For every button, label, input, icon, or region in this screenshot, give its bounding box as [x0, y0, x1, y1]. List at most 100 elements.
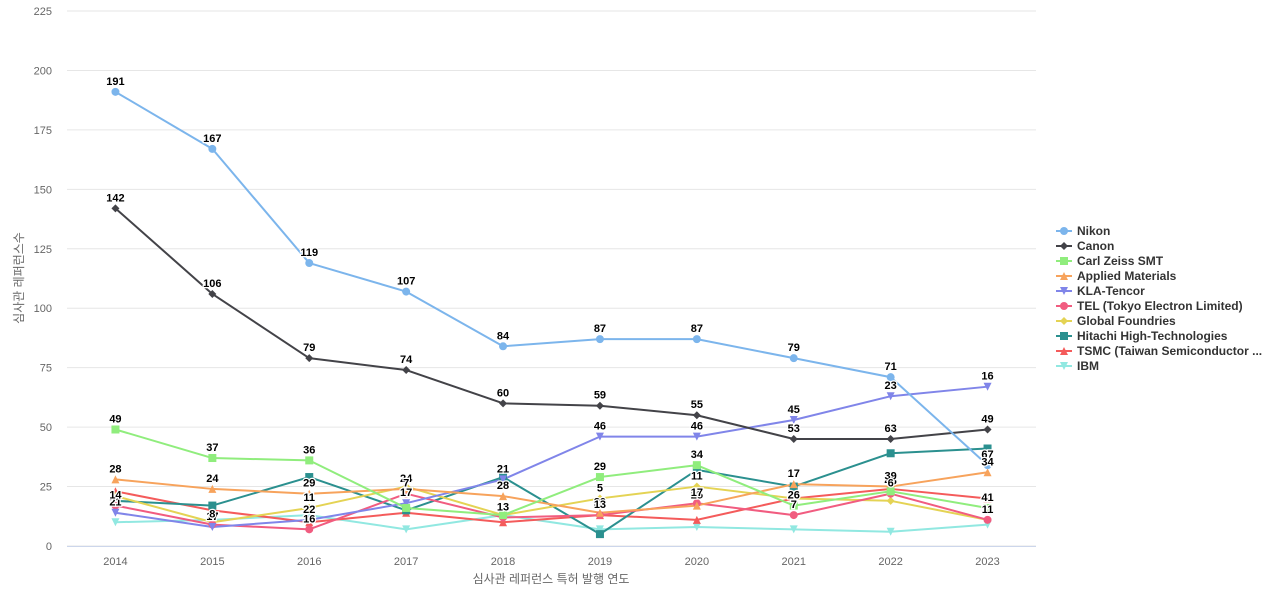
legend-item-canon[interactable]: Canon: [1056, 238, 1262, 253]
series-layer: [114, 90, 989, 536]
legend-item-kla-tencor[interactable]: KLA-Tencor: [1056, 283, 1262, 298]
data-label: 106: [203, 278, 221, 290]
point-applied-materials: [111, 475, 120, 484]
legend-label: Nikon: [1077, 223, 1111, 238]
point-nikon: [402, 287, 411, 296]
data-label: 45: [788, 404, 800, 416]
data-label: 17: [206, 511, 218, 523]
legend-symbol: [1060, 361, 1068, 370]
series-line-ibm: [115, 514, 988, 533]
data-label: 22: [303, 504, 315, 516]
data-label: 13: [497, 501, 509, 513]
point-kla-tencor: [789, 415, 798, 424]
point-global-foundries: [692, 482, 701, 491]
data-label: 26: [788, 490, 800, 502]
legend-label: KLA-Tencor: [1077, 283, 1145, 298]
point-canon: [595, 401, 604, 410]
x-tick-label: 2016: [297, 556, 321, 568]
data-label: 28: [109, 463, 121, 475]
data-label: 11: [982, 504, 994, 516]
data-label: 6: [888, 478, 894, 490]
legend-item-ibm[interactable]: IBM: [1056, 358, 1262, 373]
data-label: 23: [885, 380, 897, 392]
point-hitachi-high-technologies: [692, 465, 701, 474]
data-label: 17: [691, 487, 703, 499]
legend-item-tel-tokyo-electron-limited[interactable]: TEL (Tokyo Electron Limited): [1056, 298, 1262, 313]
legend-marker-icon: [1056, 361, 1072, 370]
x-tick-label: 2021: [782, 556, 806, 568]
point-kla-tencor: [983, 382, 992, 391]
data-label: 29: [594, 461, 606, 473]
point-canon: [789, 435, 798, 443]
point-kla-tencor: [886, 392, 895, 401]
point-carl-zeiss-smt: [789, 501, 798, 510]
y-tick-label: 50: [40, 422, 52, 434]
data-label: 71: [885, 361, 897, 373]
series-line-carl-zeiss-smt: [115, 428, 988, 517]
point-carl-zeiss-smt: [595, 473, 604, 482]
legend-item-carl-zeiss-smt[interactable]: Carl Zeiss SMT: [1056, 253, 1262, 268]
point-canon: [499, 399, 508, 408]
point-global-foundries: [886, 496, 895, 505]
data-label: 46: [691, 421, 703, 433]
data-label: 24: [400, 473, 413, 485]
legend-label: Global Foundries: [1077, 313, 1176, 328]
point-canon: [208, 289, 217, 298]
point-ibm: [595, 525, 604, 534]
legend-symbol: [1060, 331, 1068, 340]
point-carl-zeiss-smt: [886, 487, 895, 496]
legend-item-applied-materials[interactable]: Applied Materials: [1056, 268, 1262, 283]
data-label: 16: [981, 371, 993, 383]
point-kla-tencor: [595, 432, 604, 441]
point-applied-materials: [305, 489, 314, 498]
legend-item-hitachi-high-technologies[interactable]: Hitachi High-Technologies: [1056, 328, 1262, 343]
y-tick-label: 75: [40, 363, 52, 375]
data-label: 39: [885, 471, 897, 483]
legend-item-nikon[interactable]: Nikon: [1056, 223, 1262, 238]
legend-item-tsmc-taiwan-semiconductor[interactable]: TSMC (Taiwan Semiconductor ...: [1056, 343, 1262, 358]
point-tel-tokyo-electron-limited: [305, 525, 314, 534]
point-ibm: [692, 522, 701, 531]
x-tick-label: 2017: [394, 556, 418, 568]
point-hitachi-high-technologies: [983, 444, 992, 453]
data-label: 41: [981, 492, 993, 504]
data-label: 167: [203, 133, 221, 145]
y-tick-label: 0: [46, 541, 52, 553]
x-axis-title: 심사관 레퍼런스 특허 발행 연도: [473, 571, 630, 586]
point-tsmc-taiwan-semiconductor: [208, 506, 217, 515]
data-label: 21: [497, 463, 509, 475]
point-hitachi-high-technologies: [305, 473, 314, 482]
y-tick-label: 225: [34, 6, 52, 18]
point-applied-materials: [692, 501, 701, 510]
point-nikon: [692, 335, 701, 344]
data-label: 60: [497, 387, 509, 399]
point-canon: [886, 435, 895, 443]
y-tick-label: 100: [34, 303, 52, 315]
data-label: 16: [303, 513, 315, 525]
point-ibm: [886, 527, 895, 536]
point-kla-tencor: [692, 432, 701, 441]
legend-symbol: [1060, 346, 1068, 355]
point-carl-zeiss-smt: [208, 454, 217, 463]
point-nikon: [208, 144, 217, 153]
data-label: 84: [497, 330, 510, 342]
point-global-foundries: [111, 492, 120, 501]
x-tick-label: 2022: [878, 556, 902, 568]
point-carl-zeiss-smt: [111, 425, 120, 434]
x-tick-label: 2019: [588, 556, 612, 568]
point-nikon: [499, 342, 508, 351]
x-tick-label: 2018: [491, 556, 515, 568]
y-tick-label: 125: [34, 244, 52, 256]
point-applied-materials: [983, 468, 992, 477]
point-tel-tokyo-electron-limited: [111, 501, 120, 510]
data-label: 20: [594, 497, 606, 509]
point-tsmc-taiwan-semiconductor: [499, 518, 508, 527]
point-kla-tencor: [111, 508, 120, 517]
legend-item-global-foundries[interactable]: Global Foundries: [1056, 313, 1262, 328]
legend-label: TSMC (Taiwan Semiconductor ...: [1077, 343, 1263, 358]
data-label: 36: [303, 444, 315, 456]
point-carl-zeiss-smt: [305, 456, 314, 465]
data-label: 17: [400, 487, 412, 499]
legend-label: IBM: [1077, 358, 1099, 373]
